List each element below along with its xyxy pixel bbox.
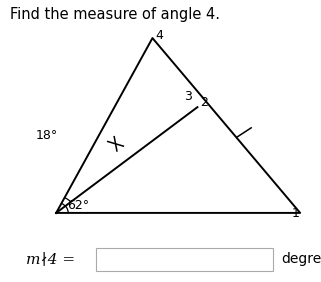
Bar xyxy=(96,248,273,271)
Text: 3: 3 xyxy=(184,90,192,103)
Text: 4: 4 xyxy=(156,29,164,42)
Text: 1: 1 xyxy=(292,207,300,220)
Text: m∤4 =: m∤4 = xyxy=(26,252,75,266)
Text: Find the measure of angle 4.: Find the measure of angle 4. xyxy=(10,7,220,22)
Text: degrees: degrees xyxy=(281,252,321,266)
Text: 2: 2 xyxy=(200,96,208,109)
Text: 18°: 18° xyxy=(36,129,58,142)
Text: 62°: 62° xyxy=(67,199,90,212)
